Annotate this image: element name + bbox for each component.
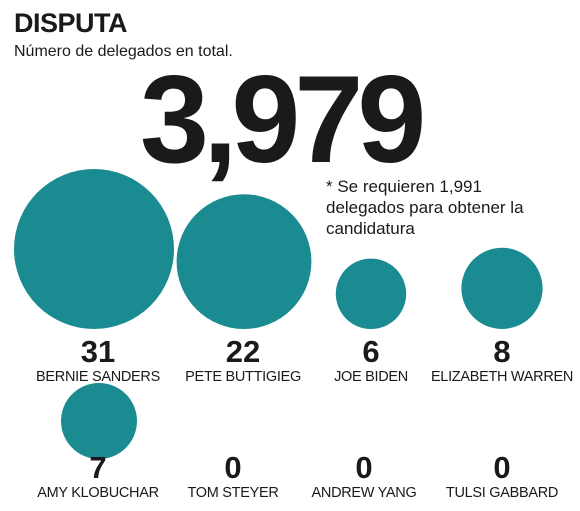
- chart-subtitle: Número de delegados en total.: [14, 43, 233, 60]
- bubble-amy-klobuchar: [61, 383, 137, 459]
- candidate-label-4: 8 ELIZABETH WARREN: [427, 336, 577, 386]
- candidate-name: ELIZABETH WARREN: [430, 369, 574, 385]
- total-delegates: 3,979: [140, 51, 426, 189]
- candidate-label-8: 0 TULSI GABBARD: [427, 452, 577, 502]
- candidate-name: JOE BIDEN: [334, 369, 408, 385]
- candidate-label-5: 7 AMY KLOBUCHAR: [23, 452, 173, 502]
- delegate-count: 8: [493, 334, 511, 369]
- bubble-joe-biden: [335, 258, 407, 330]
- candidate-label-1: 31 BERNIE SANDERS: [23, 336, 173, 386]
- candidate-name: BERNIE SANDERS: [36, 369, 160, 385]
- candidate-name: TOM STEYER: [187, 485, 279, 501]
- candidate-label-7: 0 ANDREW YANG: [289, 452, 439, 502]
- delegate-count: 0: [355, 450, 373, 485]
- candidate-label-6: 0 TOM STEYER: [158, 452, 308, 502]
- candidate-label-3: 6 JOE BIDEN: [296, 336, 446, 386]
- candidate-name: PETE BUTTIGIEG: [185, 369, 301, 385]
- bubble-bernie-sanders: [14, 169, 174, 329]
- requirement-note: * Se requieren 1,991 delegados para obte…: [326, 177, 524, 238]
- candidate-name: ANDREW YANG: [311, 485, 417, 501]
- candidate-label-2: 22 PETE BUTTIGIEG: [168, 336, 318, 386]
- delegate-count: 0: [493, 450, 511, 485]
- bubble-elizabeth-warren: [461, 247, 543, 329]
- candidate-name: AMY KLOBUCHAR: [37, 485, 159, 501]
- delegate-count: 6: [362, 334, 380, 369]
- chart-title: DISPUTA: [14, 8, 128, 38]
- delegate-count: 0: [224, 450, 242, 485]
- delegate-count: 22: [225, 334, 261, 369]
- delegate-count: 7: [89, 450, 107, 485]
- candidate-name: TULSI GABBARD: [445, 485, 559, 501]
- delegate-count: 31: [80, 334, 116, 369]
- bubble-pete-buttigieg: [176, 194, 312, 330]
